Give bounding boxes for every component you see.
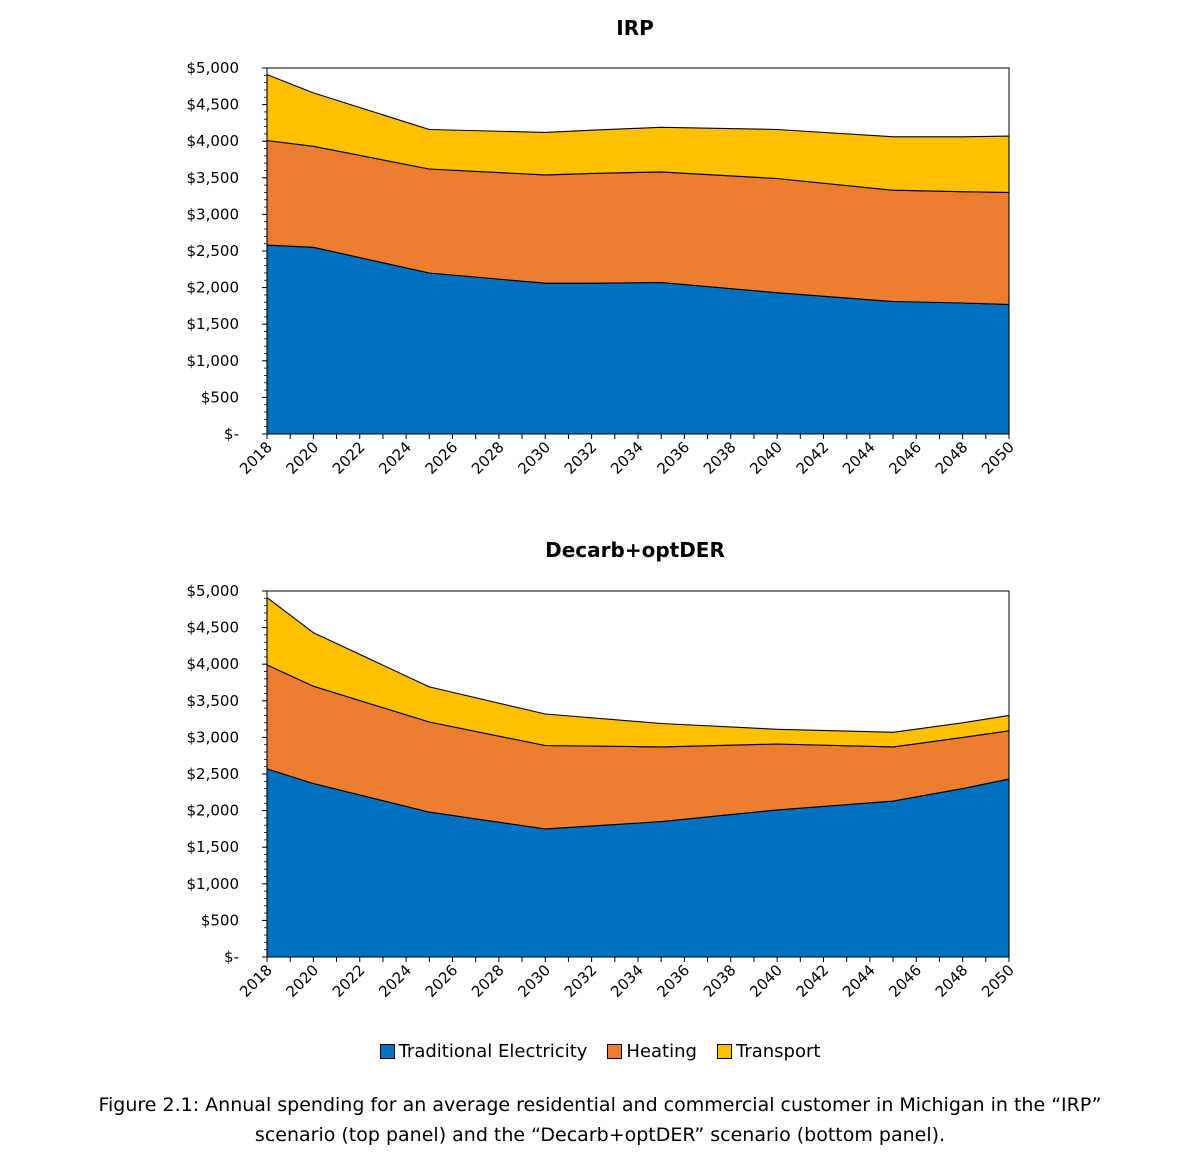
x-tick-label: 2020 [282,438,322,478]
x-tick-label: 2044 [839,438,879,478]
x-tick-label: 2026 [422,438,462,478]
x-tick-label: 2028 [468,438,508,478]
x-tick-label: 2024 [375,961,415,1001]
y-tick-label: $500 [201,911,239,929]
y-tick-label: $500 [201,388,239,406]
legend-item-heating: Heating [607,1041,697,1062]
legend-swatch-transport [716,1044,732,1059]
y-tick-label: $2,500 [187,242,240,260]
y-axis: $- $500 $1,000 $1,500 $2,000 $2,500 $3,000 $3,5… [187,582,267,966]
x-tick-label: 2044 [839,961,879,1001]
y-axis: $- $500 $1,000 $1,500 $2,000 $2,500 $3,000 $3,5… [187,59,267,443]
x-tick-label: 2050 [978,961,1018,1001]
x-tick-label: 2042 [793,438,833,478]
x-tick-label: 2050 [978,438,1018,478]
x-axis: 2018 2020 2022 2024 2026 2028 2030 2032 2034 2036… [236,957,1018,1001]
y-tick-label: $3,500 [187,692,240,710]
y-tick-label: $- [224,425,239,443]
area-transport [266,597,1010,748]
x-tick-label: 2032 [561,961,601,1001]
y-tick-label: $3,000 [187,728,240,746]
y-tick-label: $1,500 [187,315,240,333]
x-tick-label: 2034 [607,438,647,478]
legend-item-traditional-electricity: Traditional Electricity [379,1041,588,1062]
y-tick-label: $5,000 [187,59,240,77]
legend-swatch-traditional-electricity [379,1044,395,1059]
x-tick-label: 2028 [468,961,508,1001]
y-tick-label: $4,500 [187,619,240,637]
x-tick-label: 2046 [885,438,925,478]
x-tick-label: 2018 [236,438,276,478]
legend-swatch-heating [607,1044,623,1059]
x-tick-label: 2018 [236,961,276,1001]
x-tick-label: 2040 [746,961,786,1001]
y-tick-label: $5,000 [187,582,240,600]
y-tick-label: $2,000 [187,279,240,297]
x-tick-label: 2030 [514,961,554,1001]
area-transport [266,74,1010,193]
x-tick-label: 2048 [932,438,972,478]
y-tick-label: $4,000 [187,655,240,673]
legend-label-traditional-electricity: Traditional Electricity [398,1041,588,1062]
y-tick-label: $3,500 [187,169,240,187]
y-tick-label: $4,500 [187,96,240,114]
x-tick-label: 2030 [514,438,554,478]
legend-item-transport: Transport [716,1041,821,1062]
y-tick-label: $- [224,948,239,966]
legend-label-heating: Heating [626,1041,697,1062]
x-tick-label: 2034 [607,961,647,1001]
y-tick-label: $1,500 [187,838,240,856]
x-tick-label: 2020 [282,961,322,1001]
chart-irp: $- $500 $1,000 $1,500 $2,000 $2,500 $3,000 $3,5… [187,59,1018,478]
y-tick-label: $4,000 [187,132,240,150]
x-axis: 2018 2020 2022 2024 2026 2028 2030 2032 2034 2036… [236,434,1018,478]
x-tick-label: 2040 [746,438,786,478]
x-tick-label: 2026 [422,961,462,1001]
x-tick-label: 2046 [885,961,925,1001]
x-tick-label: 2022 [329,961,369,1001]
chart-title-decarb-optder: Decarb+optDER [545,538,725,562]
legend: Traditional Electricity Heating Transpor… [0,1041,1200,1062]
caption-line-1: Figure 2.1: Annual spending for an avera… [98,1094,1102,1116]
y-tick-label: $1,000 [187,352,240,370]
x-tick-label: 2036 [653,961,693,1001]
y-tick-label: $2,500 [187,765,240,783]
y-tick-label: $1,000 [187,875,240,893]
chart-decarb-optder: $- $500 $1,000 $1,500 $2,000 $2,500 $3,000 $3,5… [187,582,1018,1001]
x-tick-label: 2036 [653,438,693,478]
chart-title-irp: IRP [616,16,654,40]
figure-caption: Figure 2.1: Annual spending for an avera… [0,1090,1200,1150]
x-tick-label: 2038 [700,961,740,1001]
x-tick-label: 2032 [561,438,601,478]
x-tick-label: 2024 [375,438,415,478]
x-tick-label: 2022 [329,438,369,478]
x-tick-label: 2042 [793,961,833,1001]
x-tick-label: 2038 [700,438,740,478]
x-tick-label: 2048 [932,961,972,1001]
caption-line-2: scenario (top panel) and the “Decarb+opt… [254,1124,946,1146]
y-tick-label: $3,000 [187,205,240,223]
y-tick-label: $2,000 [187,802,240,820]
legend-label-transport: Transport [735,1041,821,1062]
